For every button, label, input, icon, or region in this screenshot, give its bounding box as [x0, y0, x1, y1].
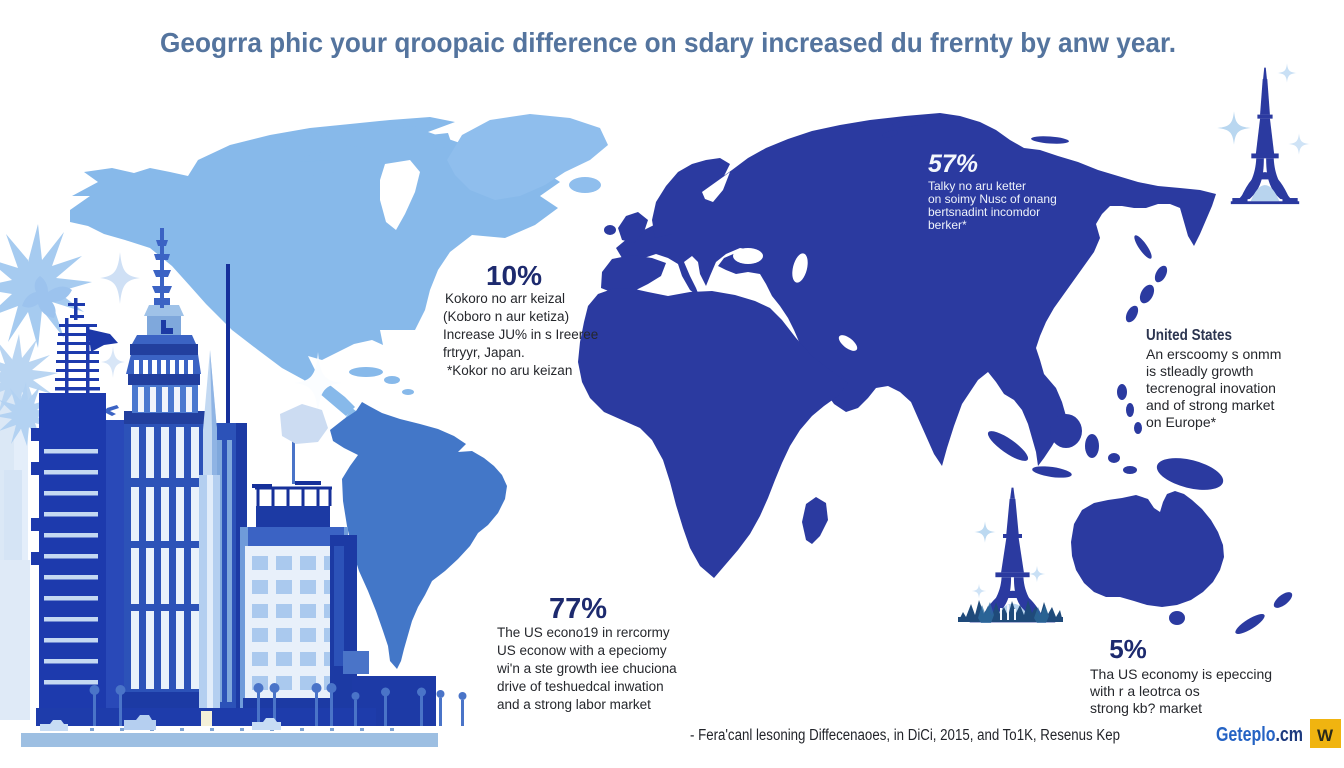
- svg-text:United States: United States: [1146, 327, 1232, 344]
- svg-text:drive of teshuedcal inwation: drive of teshuedcal inwation: [497, 679, 664, 694]
- svg-text:Increase JU% in s Ireeree: Increase JU% in s Ireeree: [443, 327, 598, 342]
- svg-text:on soimy Nusc of onang: on soimy Nusc of onang: [928, 192, 1057, 206]
- svg-text:5%: 5%: [1109, 634, 1147, 664]
- svg-text:Geogrra phic your qroopaic dif: Geogrra phic your qroopaic difference on…: [160, 27, 1176, 58]
- svg-text:bertsnadint incomdor: bertsnadint incomdor: [928, 205, 1040, 219]
- svg-text:is stleadly growth: is stleadly growth: [1146, 363, 1253, 379]
- svg-text:The US econo19 in rercormy: The US econo19 in rercormy: [497, 625, 670, 640]
- svg-text:Geteplo.cm: Geteplo.cm: [1216, 724, 1303, 746]
- svg-text:77%: 77%: [549, 593, 607, 625]
- svg-text:strong kb? market: strong kb? market: [1090, 700, 1202, 716]
- svg-text:Kokoro no arr keizal: Kokoro no arr keizal: [445, 291, 565, 306]
- svg-text:tecrenogral inovation: tecrenogral inovation: [1146, 380, 1276, 396]
- svg-text:10%: 10%: [486, 260, 542, 291]
- svg-text:on Europe*: on Europe*: [1146, 414, 1217, 430]
- svg-text:(Koboro n aur ketiza): (Koboro n aur ketiza): [443, 309, 569, 324]
- svg-text:Talky no aru ketter: Talky no aru ketter: [928, 179, 1026, 193]
- svg-text:with r a leotrca os: with r a leotrca os: [1089, 683, 1200, 699]
- svg-text:frtryyr, Japan.: frtryyr, Japan.: [443, 345, 525, 360]
- svg-text:W: W: [1317, 726, 1334, 745]
- svg-text:wi'n a ste growth iee chuciona: wi'n a ste growth iee chuciona: [496, 661, 677, 676]
- svg-text:and of strong market: and of strong market: [1146, 397, 1275, 413]
- svg-text:- Fera'canl lesoning Diffecena: - Fera'canl lesoning Diffecenaoes, in Di…: [690, 727, 1120, 744]
- svg-text:*Kokor no aru keizan: *Kokor no aru keizan: [447, 363, 572, 378]
- svg-text:57%: 57%: [928, 150, 978, 178]
- svg-text:US econow with a epeciomy: US econow with a epeciomy: [497, 643, 667, 658]
- svg-text:An erscoomy s onmm: An erscoomy s onmm: [1146, 346, 1281, 362]
- svg-text:berker*: berker*: [928, 218, 967, 232]
- svg-text:and a strong labor market: and a strong labor market: [497, 697, 651, 712]
- svg-text:Tha US economy is epeccing: Tha US economy is epeccing: [1090, 666, 1272, 682]
